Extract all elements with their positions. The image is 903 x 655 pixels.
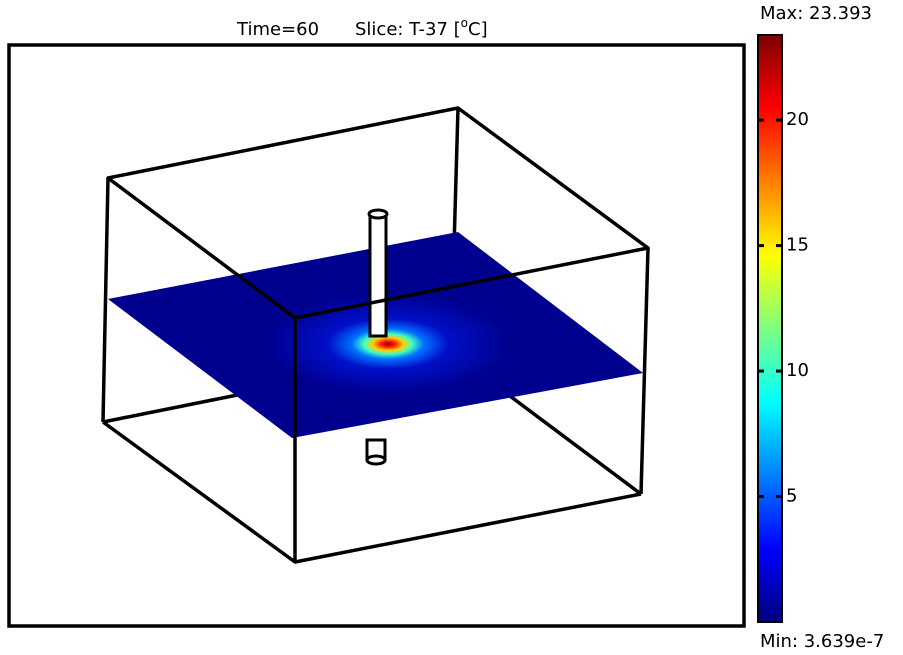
rod-end [367, 208, 389, 220]
colorbar-tick-label: 5 [786, 486, 797, 507]
box-edge [639, 247, 650, 495]
colorbar-min: Min: 3.639e-7 [760, 631, 884, 652]
colorbar-tick-label: 20 [786, 109, 809, 130]
unit-rest: C] [468, 19, 488, 40]
colorbar-tick-label: 15 [786, 235, 809, 256]
plot-frame [7, 43, 746, 628]
title-time: Time=60 [236, 19, 319, 40]
rod-upper [367, 208, 389, 338]
box-edge [101, 177, 110, 423]
rod [368, 212, 388, 338]
title: Time=60 Slice: T-37 [oC] [236, 16, 488, 41]
box-bottom [101, 420, 642, 564]
unit-sup: o [461, 16, 468, 30]
slice-label: Slice: T-37 [ [355, 19, 461, 40]
colorbar-tick-label: 10 [786, 360, 809, 381]
box-front [101, 106, 650, 564]
title-slice: Slice: T-37 [oC] [355, 16, 488, 41]
colorbar [757, 34, 783, 623]
rod-end [365, 454, 387, 466]
colorbar-max: Max: 23.393 [760, 3, 872, 24]
